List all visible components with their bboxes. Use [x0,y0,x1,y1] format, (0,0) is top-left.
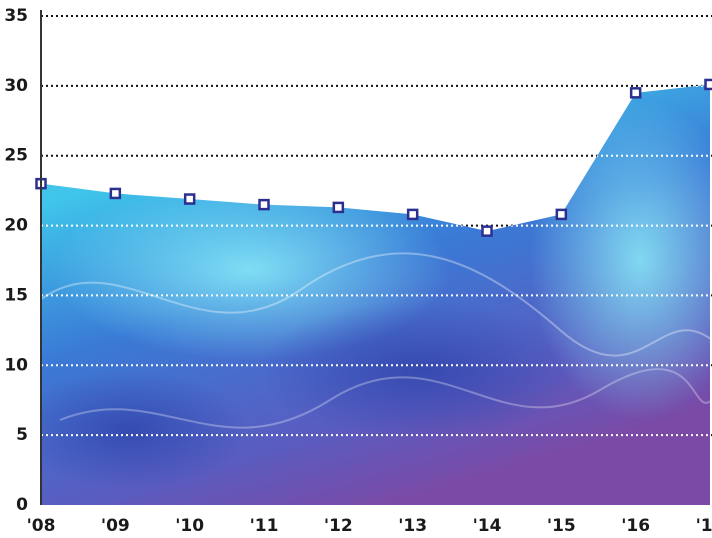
marker [258,198,270,211]
x-tick-label: '08 [27,516,56,536]
y-tick-label: 20 [4,216,28,236]
marker [629,87,642,99]
marker [406,208,419,221]
y-tick-label: 0 [16,495,28,515]
marker [332,201,345,214]
x-tick-label: '10 [175,516,204,536]
x-tick-label: '16 [621,516,650,536]
x-tick-label: '14 [473,516,502,536]
marker [109,187,122,200]
y-tick-label: 10 [4,355,28,375]
marker [555,208,568,221]
texture [59,368,710,429]
y-tick-label: 5 [16,425,28,445]
marker [183,193,196,205]
y-tick-label: 25 [4,146,28,166]
texture [260,300,580,440]
x-tick-label: '13 [398,516,427,536]
y-tick-label: 15 [4,285,28,305]
x-tick-label: '11 [250,516,279,536]
x-tick-label: '12 [324,516,353,536]
texture [41,370,250,490]
y-tick-label: 35 [4,6,28,26]
x-tick-label: '09 [101,516,130,536]
marker [481,225,493,237]
texture [530,100,710,420]
x-tick-label: '15 [547,516,576,536]
marker [704,78,712,91]
y-tick-label: 30 [4,76,28,96]
x-tick-label: '17 [696,516,712,536]
